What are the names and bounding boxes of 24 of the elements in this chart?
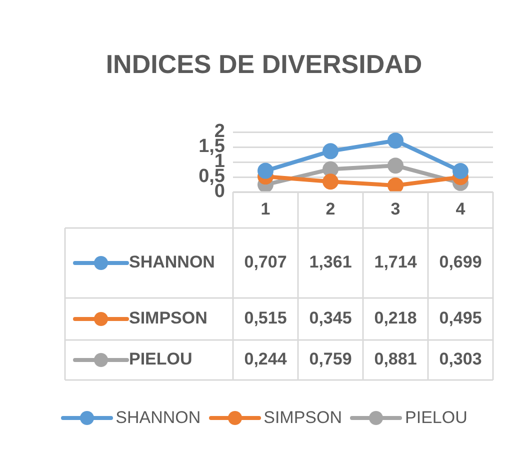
text: PIELOU xyxy=(405,408,468,427)
y-tick-label: 0 xyxy=(214,181,225,202)
data-label: 0,495 xyxy=(439,308,482,328)
data-label: 0,515 xyxy=(244,308,287,328)
data-label: 0,244 xyxy=(244,350,288,369)
x-tick-label: 4 xyxy=(456,200,466,219)
x-tick-label: 1 xyxy=(260,200,270,219)
chart-title: INDICES DE DIVERSIDAD xyxy=(106,49,422,80)
data-label: 0,699 xyxy=(439,252,482,272)
data-label: 0,218 xyxy=(374,308,417,328)
text: SHANNON xyxy=(116,408,201,427)
x-tick-label: 2 xyxy=(326,200,336,219)
data-label: 1,361 xyxy=(309,252,352,272)
data-label: 0,881 xyxy=(374,350,417,369)
data-label: 0,759 xyxy=(309,350,352,369)
text: SIMPSON xyxy=(264,408,342,427)
legend-label: SHANNON xyxy=(129,252,215,272)
x-tick-label: 3 xyxy=(390,200,400,219)
data-label: 0,345 xyxy=(309,308,352,328)
data-label: 1,714 xyxy=(374,252,418,272)
legend-label: PIELOU xyxy=(129,350,192,369)
data-label: 0,707 xyxy=(244,252,287,272)
legend-label: SIMPSON xyxy=(129,308,208,328)
data-label: 0,303 xyxy=(439,350,482,369)
